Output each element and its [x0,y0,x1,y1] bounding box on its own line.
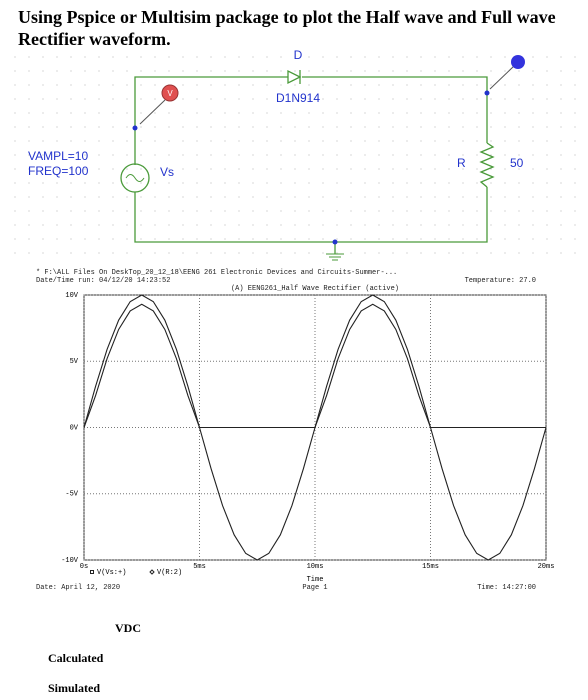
resistor-value: 50 [510,156,524,170]
file-path: * F:\ALL Files On DeskTop_20_12_18\EENG … [36,269,397,277]
x-tick-label: 10ms [307,563,324,571]
y-tick-label: 10V [65,292,78,300]
table-row: Calculated [48,651,104,665]
probe-lead [139,99,166,125]
nodes [132,90,490,245]
y-tick-label: -5V [65,491,78,499]
x-axis-label: Time [307,576,324,584]
source [120,163,150,193]
table-header: VDC [115,621,141,635]
voltage-probe [511,55,525,69]
y-tick-label: 0V [70,424,79,432]
diode [287,69,302,85]
source-param: FREQ=100 [28,164,89,178]
legend-label: V(R:2) [157,569,182,577]
voltage-probe [161,84,179,102]
footer-page: Page 1 [302,584,327,592]
diode-ref: D [294,48,303,62]
legend-marker [149,569,155,575]
y-tick-label: -10V [61,557,79,565]
source-symbol [125,174,145,182]
x-tick-label: 20ms [538,563,555,571]
footer-date: Date: April 12, 2020 [36,584,120,592]
diode-model: D1N914 [276,91,320,105]
x-tick-label: 5ms [193,563,206,571]
x-tick-label: 15ms [422,563,439,571]
question-title: Using Pspice or Multisim package to plot… [18,7,556,49]
series-line [83,303,546,429]
resistor [479,142,495,188]
legend-marker [90,570,94,574]
y-tick-label: 5V [70,358,79,366]
footer-time: Time: 14:27:00 [477,584,536,592]
x-tick-label: 0s [80,563,88,571]
temperature: Temperature: 27.0 [465,277,536,285]
run-date: Date/Time run: 04/12/20 14:23:52 [36,277,170,285]
resistor-ref: R [457,156,466,170]
probe-lead [489,65,515,90]
legend-label: V(Vs:+) [97,569,126,577]
wires [134,76,488,254]
ground [326,253,344,261]
source-name: Vs [160,165,174,179]
table-row: Simulated [48,681,101,695]
plot-title: (A) EENG261_Half Wave Rectifier (active) [231,285,399,293]
probe-label: V [167,89,173,98]
schematic-grid [10,50,580,262]
source-param: VAMPL=10 [28,149,88,163]
